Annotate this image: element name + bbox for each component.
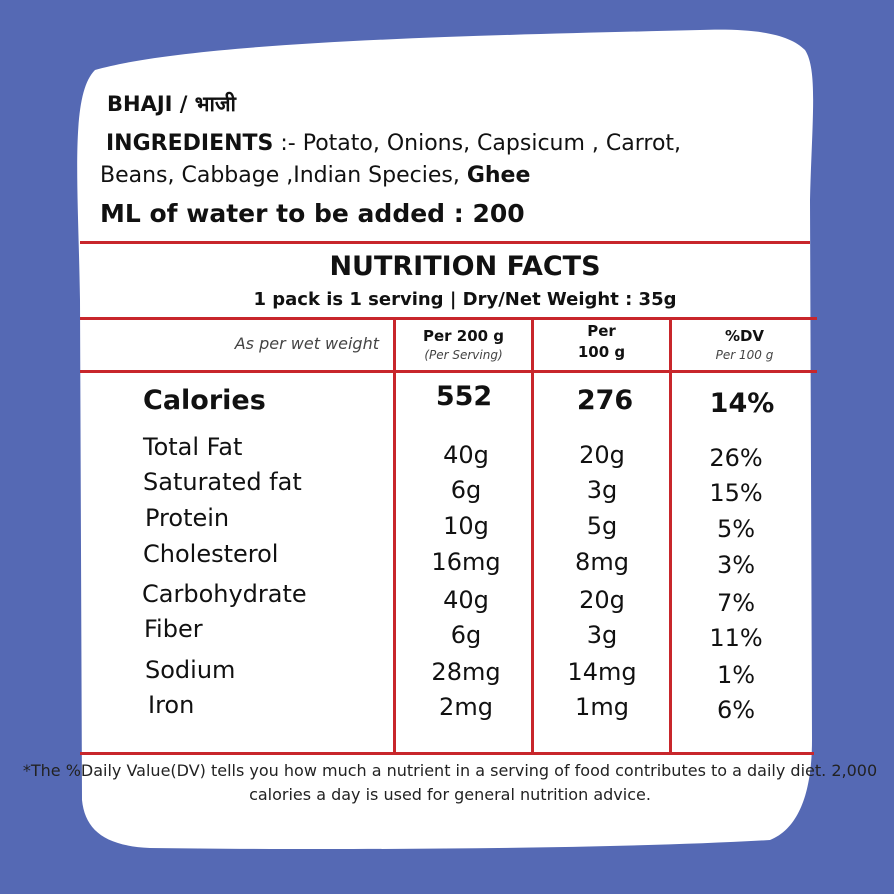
nutrient-per-100g: 5g [586, 512, 618, 540]
nutrient-per-100g: 20g [579, 586, 625, 614]
nutrient-per-200g: 6g [450, 621, 482, 649]
nutrient-name: Iron [148, 691, 195, 719]
calories-dv: 14% [709, 388, 775, 419]
nutrient-per-100g: 8mg [575, 548, 629, 576]
header-100g-label: 100 g [577, 343, 626, 361]
rule-bottom [80, 752, 814, 755]
calories-label: Calories [143, 385, 266, 416]
nutrient-dv: 26% [709, 444, 763, 472]
header-per-200g-label: Per 200 g [422, 327, 505, 345]
dv-footnote: *The %Daily Value(DV) tells you how much… [22, 761, 878, 804]
ingredients-line-1: INGREDIENTS :- Potato, Onions, Capsicum … [106, 131, 681, 156]
nutrient-name: Carbohydrate [142, 580, 307, 608]
header-per-100g: Per 100 g [534, 322, 669, 361]
ingredients-line-2: Beans, Cabbage ,Indian Species, Ghee [100, 163, 530, 188]
nutrient-name: Sodium [145, 656, 236, 684]
column-divider-2 [531, 317, 534, 755]
ingredients-label: INGREDIENTS [106, 131, 274, 156]
nutrient-dv: 1% [716, 661, 756, 689]
header-dv-sub-label: Per 100 g [715, 348, 774, 362]
header-per-label: Per [587, 322, 616, 340]
nutrient-dv: 3% [716, 551, 756, 579]
nutrient-per-200g: 28mg [431, 658, 501, 686]
nutrient-name: Total Fat [143, 433, 243, 461]
nutrient-per-100g: 3g [586, 621, 618, 649]
rule-header-top [80, 317, 817, 320]
nutrient-name: Fiber [144, 615, 203, 643]
ingredients-text-2: Beans, Cabbage ,Indian Species, [100, 163, 467, 188]
calories-per-100g: 276 [576, 385, 634, 416]
nutrient-dv: 6% [716, 696, 756, 724]
ingredient-ghee: Ghee [466, 163, 531, 188]
header-dv: %DV Per 100 g [672, 327, 817, 362]
nutrient-per-200g: 40g [443, 586, 489, 614]
rule-top [80, 241, 810, 244]
header-per-serving-label: (Per Serving) [424, 348, 503, 362]
rule-header-bottom [80, 370, 817, 373]
nutrient-per-200g: 2mg [439, 693, 493, 721]
column-divider-3 [669, 317, 672, 755]
calories-per-200g: 552 [435, 381, 493, 412]
nutrient-dv: 5% [716, 515, 756, 543]
nutrient-per-100g: 1mg [575, 693, 629, 721]
nutrient-name: Cholesterol [143, 540, 279, 568]
nutrient-dv: 11% [709, 624, 763, 652]
nutrition-title: NUTRITION FACTS [329, 251, 601, 282]
nutrient-per-200g: 16mg [431, 548, 501, 576]
nutrient-per-100g: 20g [579, 441, 625, 469]
product-title: BHAJI / भाजी [107, 92, 236, 116]
nutrient-per-100g: 14mg [567, 658, 637, 686]
nutrient-per-100g: 3g [586, 476, 618, 504]
serving-info: 1 pack is 1 serving | Dry/Net Weight : 3… [253, 289, 677, 310]
header-dv-label: %DV [724, 327, 765, 345]
nutrient-dv: 7% [716, 589, 756, 617]
nutrient-name: Protein [145, 504, 230, 532]
wet-weight-note: As per wet weight [234, 334, 379, 353]
nutrient-per-200g: 40g [443, 441, 489, 469]
column-divider-1 [393, 317, 396, 755]
nutrient-name: Saturated fat [143, 468, 302, 496]
nutrient-dv: 15% [709, 479, 763, 507]
nutrient-per-200g: 10g [443, 512, 489, 540]
ingredients-text-1: :- Potato, Onions, Capsicum , Carrot, [273, 131, 682, 156]
nutrient-per-200g: 6g [450, 476, 482, 504]
header-per-200g: Per 200 g (Per Serving) [396, 327, 531, 362]
water-instruction: ML of water to be added : 200 [100, 199, 525, 228]
